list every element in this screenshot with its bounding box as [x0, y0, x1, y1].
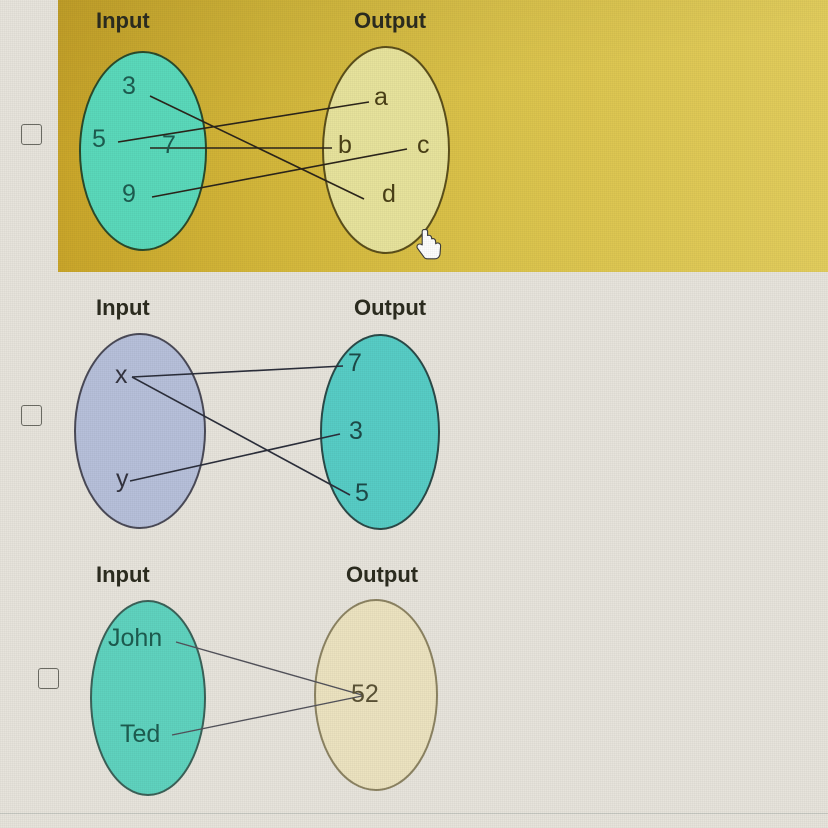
svg-text:5: 5	[355, 479, 369, 507]
svg-text:7: 7	[348, 349, 362, 377]
svg-text:y: y	[116, 465, 129, 493]
svg-text:b: b	[338, 131, 352, 159]
svg-text:John: John	[108, 624, 162, 652]
svg-text:7: 7	[162, 131, 176, 159]
svg-text:Ted: Ted	[120, 720, 160, 748]
svg-text:5: 5	[92, 125, 106, 153]
svg-text:c: c	[417, 131, 430, 159]
svg-text:d: d	[382, 180, 396, 208]
svg-text:x: x	[115, 361, 128, 389]
svg-text:52: 52	[351, 680, 379, 708]
svg-text:3: 3	[349, 417, 363, 445]
svg-text:a: a	[374, 83, 388, 111]
svg-text:9: 9	[122, 180, 136, 208]
svg-text:3: 3	[122, 72, 136, 100]
